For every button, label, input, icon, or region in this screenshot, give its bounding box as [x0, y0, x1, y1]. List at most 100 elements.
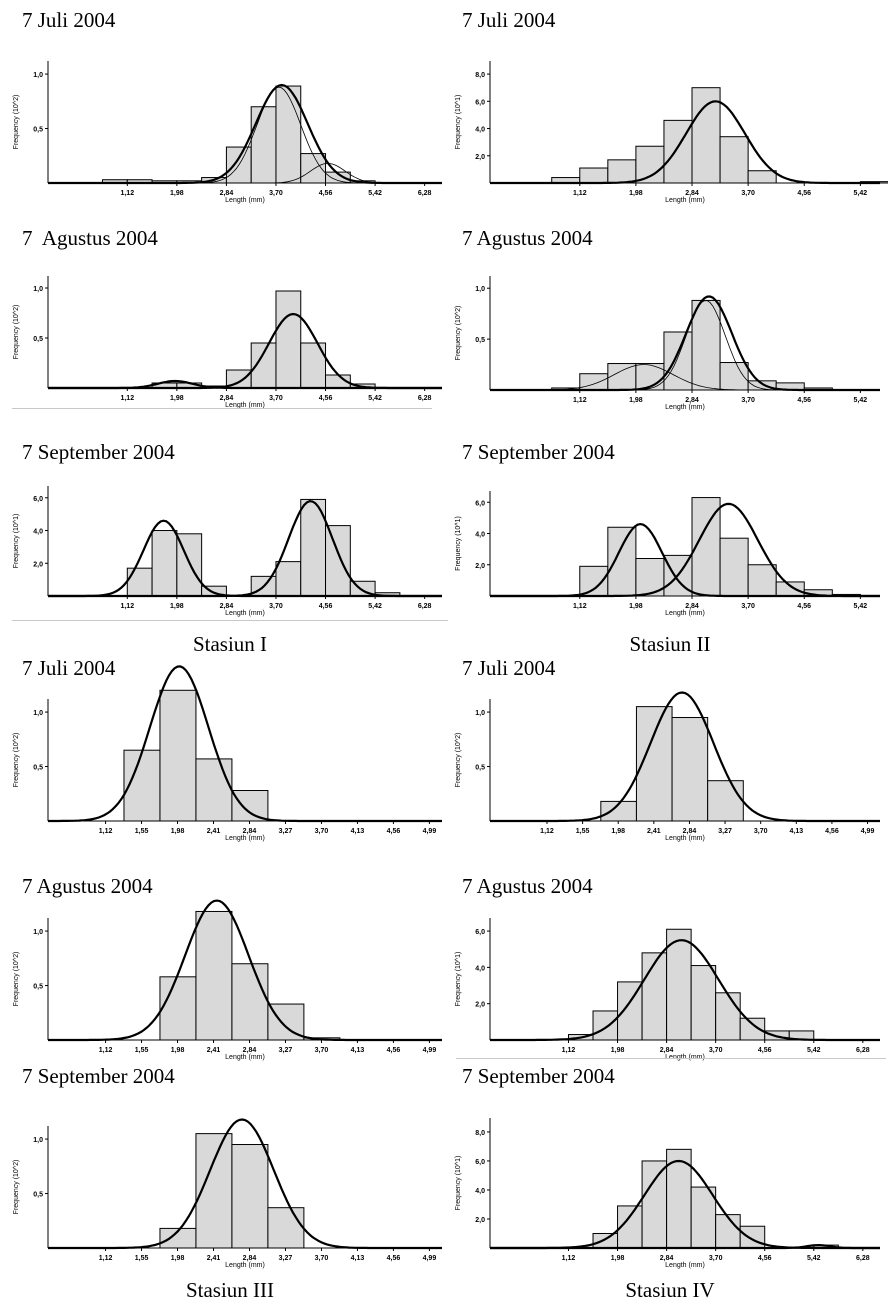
x-tick-label: 1,98	[611, 1255, 625, 1262]
chart-panel: 1,12 1,98 2,84 3,70 4,56 5,42 2,0 4,0 6,0 Length …	[450, 485, 886, 618]
histogram-bar	[126, 567, 153, 597]
x-tick-label: 1,12	[99, 828, 113, 835]
chart-title: 7 Agustus 2004	[462, 874, 593, 898]
y-tick-label: 2,0	[475, 154, 485, 161]
x-tick-label: 3,70	[315, 828, 329, 835]
histogram-bar	[607, 363, 637, 391]
x-axis-label: Length (mm)	[225, 1262, 265, 1269]
y-tick-label: 4,0	[475, 1188, 485, 1195]
x-tick-label: 1,55	[576, 828, 590, 835]
histogram-bar	[195, 910, 233, 1041]
y-tick-label: 4,0	[475, 965, 485, 972]
x-tick-label: 3,70	[269, 395, 283, 402]
x-tick-label: 5,42	[854, 190, 868, 197]
x-tick-label: 3,70	[315, 1255, 329, 1262]
histogram-bar	[592, 1232, 619, 1249]
chart-panel: 1,12 1,55 1,98 2,41 2,84 3,27 3,70 4,13 4,56 4,99…	[8, 665, 448, 843]
fitted-curve	[48, 499, 442, 598]
x-tick-label: 4,56	[387, 1255, 401, 1262]
x-tick-label: 1,55	[135, 1255, 149, 1262]
histogram-bar	[775, 581, 805, 597]
y-tick-label: 0,5	[475, 337, 485, 344]
x-tick-label: 6,28	[418, 190, 432, 197]
x-tick-label: 1,98	[629, 190, 643, 197]
station-label: Stasiun IV	[625, 1278, 715, 1302]
x-tick-label: 1,12	[562, 1255, 576, 1262]
x-tick-label: 4,13	[789, 828, 803, 835]
x-tick-label: 3,70	[315, 1047, 329, 1054]
y-tick-label: 2,0	[33, 561, 43, 568]
x-tick-label: 1,55	[135, 828, 149, 835]
chart-panel: 1,12 1,98 2,84 3,70 4,56 5,42 6,28 0,5 1,0 Length…	[8, 270, 448, 410]
x-tick-label: 4,56	[797, 603, 811, 610]
histogram-bar	[275, 290, 302, 389]
y-tick-label: 2,0	[475, 1002, 485, 1009]
histogram-bar	[690, 1186, 717, 1249]
chart-panel: 1,12 1,98 2,84 3,70 4,56 5,42 0,5 1,0 Length (mm…	[450, 270, 886, 412]
x-tick-label: 4,99	[423, 1047, 437, 1054]
x-tick-label: 4,56	[758, 1255, 772, 1262]
y-axis-label: Frequency (10^1)	[455, 952, 462, 1007]
y-axis-label: Frequency (10^1)	[455, 516, 462, 571]
x-tick-label: 1,98	[629, 397, 643, 404]
y-tick-label: 0,5	[33, 984, 43, 991]
y-tick-label: 4,0	[475, 532, 485, 539]
x-tick-label: 3,70	[269, 190, 283, 197]
histogram-bar	[151, 530, 178, 597]
x-tick-label: 3,27	[279, 1255, 293, 1262]
x-tick-label: 2,84	[660, 1255, 674, 1262]
x-tick-label: 2,84	[685, 603, 699, 610]
y-axis-label: Frequency (10^2)	[13, 95, 20, 150]
histogram-bar	[747, 564, 777, 597]
histogram-bar	[579, 373, 609, 391]
x-tick-label: 3,70	[754, 828, 768, 835]
y-tick-label: 6,0	[475, 929, 485, 936]
x-tick-label: 4,56	[387, 1047, 401, 1054]
histogram-chart: 1,12 1,98 2,84 3,70 4,56 5,42 6,28 0,5 1,0 Length…	[13, 61, 442, 204]
histogram-bar	[159, 689, 197, 822]
histogram-bar	[592, 1010, 619, 1041]
chart-title: 7 Juli 2004	[462, 8, 556, 32]
histogram-bar	[666, 928, 692, 1041]
histogram-bar	[671, 717, 709, 822]
x-tick-label: 3,27	[279, 1047, 293, 1054]
y-tick-label: 8,0	[475, 1130, 485, 1137]
x-tick-label: 1,12	[573, 397, 587, 404]
histogram-bar	[747, 170, 777, 184]
y-axis-label: Frequency (10^2)	[455, 306, 462, 361]
histogram-bar	[691, 87, 721, 184]
x-tick-label: 1,55	[135, 1047, 149, 1054]
x-tick-label: 2,41	[207, 1255, 221, 1262]
x-axis-label: Length (mm)	[665, 197, 705, 204]
y-axis-label: Frequency (10^1)	[455, 1156, 462, 1211]
x-tick-label: 4,56	[387, 828, 401, 835]
x-tick-label: 6,28	[418, 603, 432, 610]
histogram-bar	[641, 1160, 668, 1249]
histogram-chart: 1,12 1,55 1,98 2,41 2,84 3,27 3,70 4,13 4,56 4,99…	[455, 691, 880, 842]
separator-line	[12, 620, 448, 621]
chart-panel: 1,12 1,98 2,84 3,70 4,56 5,42 6,28 0,5 1,0 Length…	[8, 55, 448, 205]
x-tick-label: 4,56	[319, 603, 333, 610]
x-tick-label: 2,41	[207, 828, 221, 835]
x-axis-label: Length (mm)	[225, 835, 265, 842]
x-tick-label: 2,84	[243, 1255, 257, 1262]
chart-panel: 1,12 1,55 1,98 2,41 2,84 3,27 3,70 4,13 4,56 4,99…	[8, 1118, 448, 1270]
histogram-chart: 1,12 1,55 1,98 2,41 2,84 3,27 3,70 4,13 4,56 4,99…	[13, 1118, 442, 1269]
histogram-bar	[691, 299, 721, 391]
x-tick-label: 2,84	[660, 1047, 674, 1054]
x-axis-label: Length (mm)	[665, 610, 705, 617]
chart-title: 7 Juli 2004	[22, 8, 116, 32]
x-axis-label: Length (mm)	[225, 402, 265, 409]
fitted-curve	[48, 312, 442, 390]
chart-title: 7 September 2004	[462, 440, 615, 464]
chart-panel: 1,12 1,98 2,84 3,70 4,56 5,42 6,28 2,0 4,0 6,0 Len…	[8, 480, 448, 618]
x-tick-label: 2,84	[685, 397, 699, 404]
histogram-chart: 1,12 1,55 1,98 2,41 2,84 3,27 3,70 4,13 4,56 4,99…	[13, 665, 442, 842]
x-tick-label: 1,98	[611, 828, 625, 835]
x-axis-label: Length (mm)	[665, 1054, 705, 1061]
x-tick-label: 4,13	[351, 1047, 365, 1054]
x-tick-label: 4,56	[758, 1047, 772, 1054]
x-axis-label: Length (mm)	[665, 404, 705, 411]
histogram-bar	[607, 159, 637, 184]
x-tick-label: 1,12	[120, 395, 134, 402]
